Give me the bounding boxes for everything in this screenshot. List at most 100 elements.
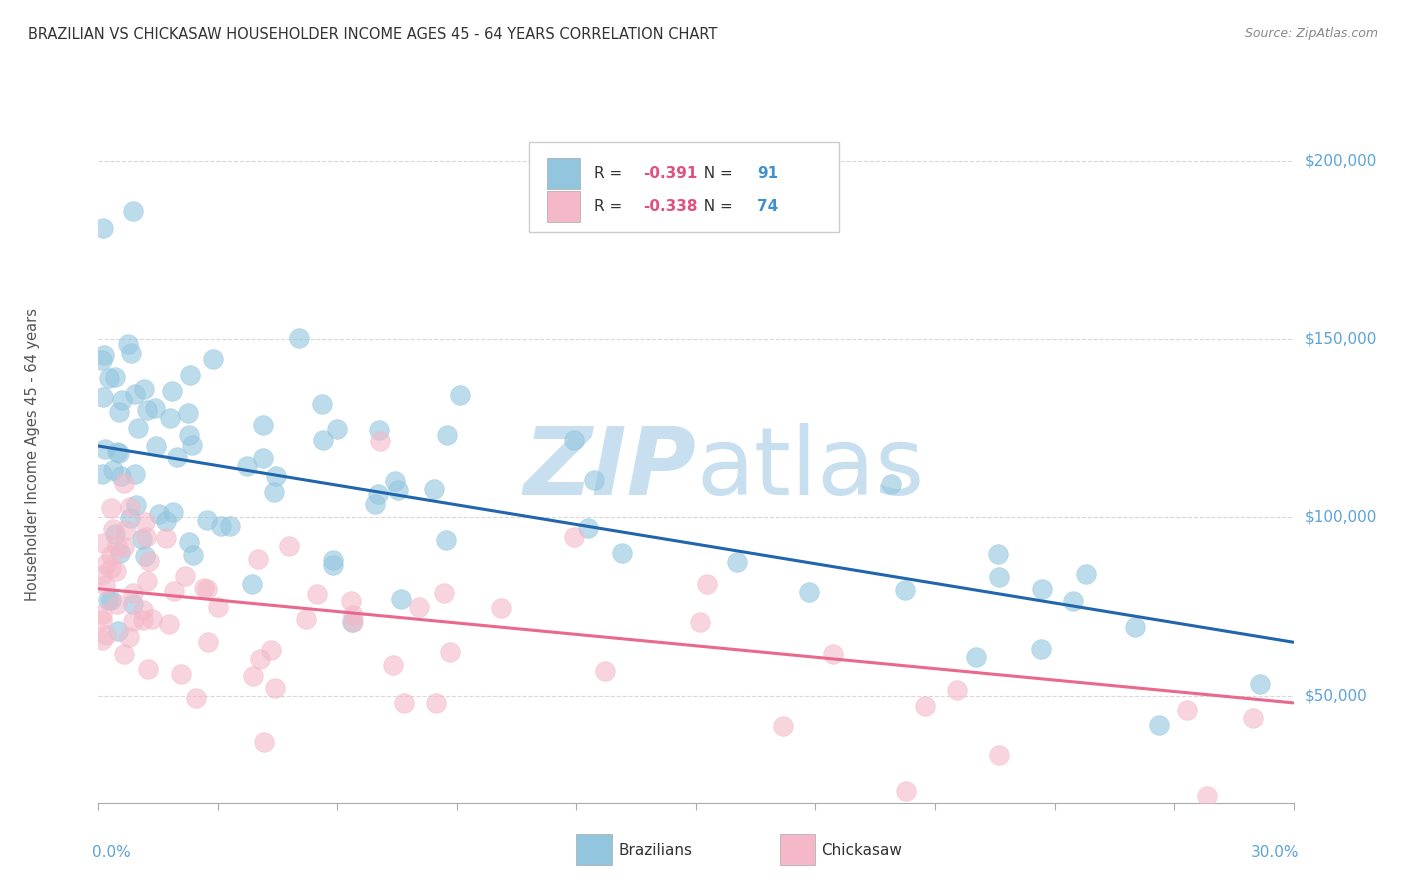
Point: [311, 397, 333, 411]
Point: [118, 510, 141, 524]
Point: [389, 592, 412, 607]
Point: [340, 594, 363, 608]
Point: [253, 735, 276, 749]
Point: [209, 519, 232, 533]
Point: [946, 683, 969, 698]
Point: [367, 487, 389, 501]
Point: [384, 475, 406, 489]
Point: [368, 434, 391, 449]
Point: [894, 784, 917, 798]
Text: Chickasaw: Chickasaw: [821, 843, 903, 857]
Point: [593, 664, 616, 678]
Point: [155, 532, 177, 546]
Point: [242, 669, 264, 683]
Point: [93, 348, 115, 362]
Point: [108, 546, 131, 560]
Text: R =: R =: [595, 199, 627, 214]
Point: [582, 473, 605, 487]
Point: [988, 747, 1011, 762]
Text: Householder Income Ages 45 - 64 years: Householder Income Ages 45 - 64 years: [25, 309, 41, 601]
Point: [155, 514, 177, 528]
Point: [100, 561, 122, 575]
Point: [387, 483, 409, 497]
Point: [772, 719, 794, 733]
Point: [170, 666, 193, 681]
Point: [136, 663, 159, 677]
Point: [207, 599, 229, 614]
Text: -0.391: -0.391: [644, 166, 697, 181]
Point: [1031, 582, 1053, 596]
Point: [562, 530, 585, 544]
Point: [797, 585, 820, 599]
Text: -0.338: -0.338: [644, 199, 697, 214]
Point: [266, 469, 288, 483]
Text: atlas: atlas: [696, 423, 924, 515]
Point: [278, 539, 301, 553]
Point: [342, 615, 364, 629]
Bar: [576, 834, 613, 865]
Point: [1249, 677, 1271, 691]
Point: [107, 405, 129, 419]
Point: [987, 547, 1010, 561]
Point: [562, 434, 585, 448]
Bar: [779, 834, 815, 865]
Point: [105, 564, 128, 578]
Point: [264, 681, 287, 696]
Point: [91, 613, 114, 627]
Point: [287, 331, 309, 345]
Point: [112, 475, 135, 490]
Point: [135, 530, 157, 544]
Point: [696, 576, 718, 591]
Point: [148, 507, 170, 521]
Point: [1031, 641, 1053, 656]
Point: [322, 553, 344, 567]
FancyBboxPatch shape: [529, 142, 839, 232]
Point: [1123, 620, 1146, 634]
Text: R =: R =: [595, 166, 627, 181]
Point: [107, 446, 129, 460]
Point: [110, 469, 132, 483]
Point: [131, 533, 153, 547]
Point: [439, 645, 461, 659]
Point: [120, 346, 142, 360]
Point: [252, 417, 274, 432]
Bar: [547, 191, 581, 222]
Point: [91, 352, 114, 367]
Point: [166, 450, 188, 464]
Point: [94, 557, 117, 571]
Text: $50,000: $50,000: [1305, 689, 1368, 703]
Text: BRAZILIAN VS CHICKASAW HOUSEHOLDER INCOME AGES 45 - 64 YEARS CORRELATION CHART: BRAZILIAN VS CHICKASAW HOUSEHOLDER INCOM…: [28, 27, 717, 42]
Point: [195, 513, 218, 527]
Point: [177, 406, 200, 420]
Point: [94, 628, 117, 642]
Point: [1241, 711, 1264, 725]
Point: [112, 540, 135, 554]
Point: [100, 593, 122, 607]
Point: [1177, 703, 1199, 717]
Point: [162, 505, 184, 519]
Point: [180, 438, 202, 452]
Point: [252, 451, 274, 466]
Point: [118, 630, 141, 644]
Point: [1147, 717, 1170, 731]
Point: [894, 582, 917, 597]
Point: [160, 384, 183, 398]
Point: [94, 578, 117, 592]
Point: [914, 699, 936, 714]
Text: N =: N =: [693, 166, 737, 181]
Point: [184, 691, 207, 706]
Point: [312, 433, 335, 447]
Text: Source: ZipAtlas.com: Source: ZipAtlas.com: [1244, 27, 1378, 40]
Point: [1062, 594, 1084, 608]
Point: [112, 648, 135, 662]
Point: [97, 371, 120, 385]
Point: [821, 648, 844, 662]
Point: [121, 204, 143, 219]
Point: [434, 533, 457, 548]
Point: [124, 467, 146, 482]
Point: [408, 599, 430, 614]
Point: [197, 635, 219, 649]
Point: [138, 554, 160, 568]
Point: [326, 422, 349, 436]
Point: [124, 386, 146, 401]
